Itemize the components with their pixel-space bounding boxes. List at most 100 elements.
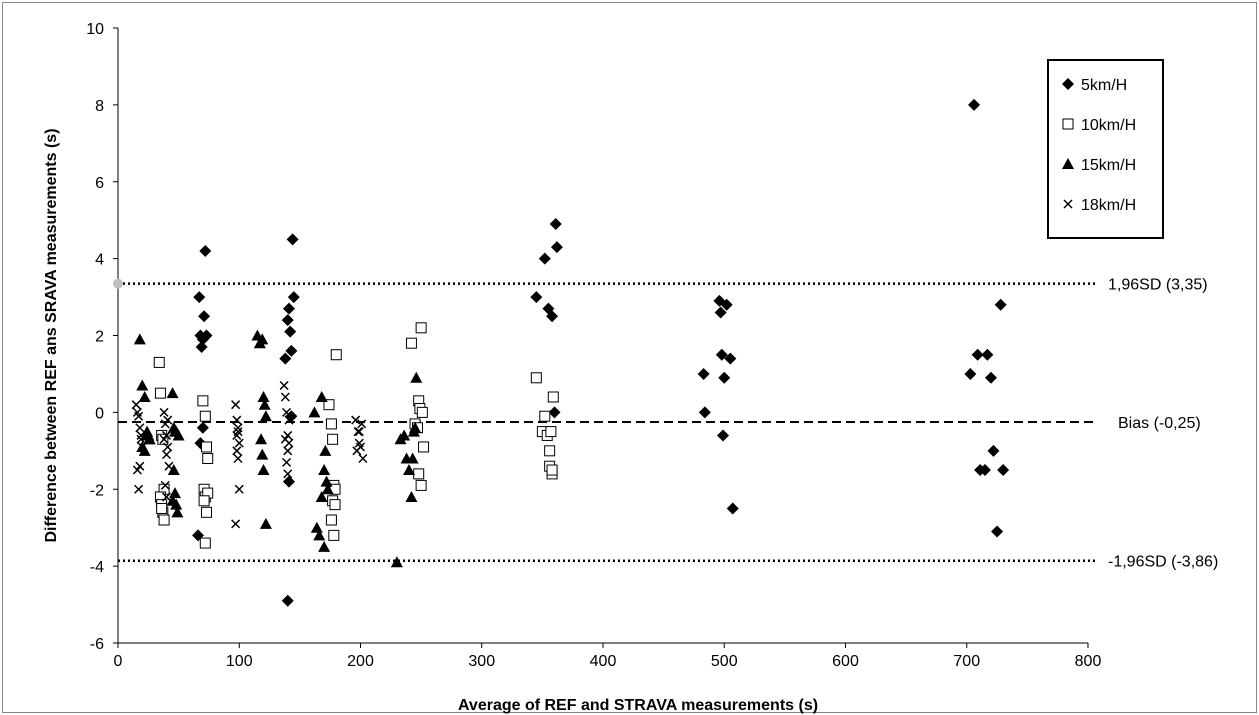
data-point xyxy=(285,344,298,357)
data-point xyxy=(282,407,292,417)
data-point xyxy=(279,352,292,365)
data-point xyxy=(715,348,728,361)
data-point xyxy=(530,291,543,304)
data-point xyxy=(138,391,151,402)
data-point xyxy=(329,499,341,511)
x-tick-label: 0 xyxy=(114,653,123,670)
data-point xyxy=(161,450,172,460)
x-axis-title: Average of REF and STRAVA measurements (… xyxy=(458,697,818,714)
data-point xyxy=(284,415,294,425)
data-point xyxy=(284,325,297,338)
data-point xyxy=(398,429,411,441)
data-point xyxy=(353,427,363,437)
data-point xyxy=(232,430,242,440)
data-point xyxy=(168,487,181,499)
data-point xyxy=(539,410,551,422)
data-point xyxy=(318,464,331,476)
data-point xyxy=(201,506,213,518)
data-point xyxy=(258,398,271,410)
data-point xyxy=(280,392,290,402)
data-point xyxy=(717,429,730,442)
data-point xyxy=(171,506,184,518)
data-point xyxy=(410,371,423,383)
data-point xyxy=(286,233,299,246)
legend-marker xyxy=(1062,78,1074,90)
data-point xyxy=(202,453,214,464)
data-point xyxy=(160,480,170,490)
data-point xyxy=(234,438,244,448)
data-point xyxy=(549,218,562,231)
data-point xyxy=(981,348,994,361)
x-tick-label: 200 xyxy=(347,653,374,670)
data-point xyxy=(199,244,212,257)
x-tick-label: 300 xyxy=(468,653,495,670)
y-tick-label: 2 xyxy=(95,329,104,346)
data-point xyxy=(168,425,181,437)
data-point xyxy=(321,483,334,495)
data-point xyxy=(546,310,559,323)
data-point xyxy=(985,371,997,384)
y-tick-label: -4 xyxy=(90,559,104,576)
data-point xyxy=(200,329,213,342)
data-point xyxy=(323,399,335,411)
data-point xyxy=(159,434,169,444)
data-point xyxy=(131,400,141,410)
data-point xyxy=(530,372,542,384)
data-point xyxy=(287,291,300,304)
data-point xyxy=(968,98,981,111)
data-point xyxy=(256,448,269,460)
data-point xyxy=(143,433,156,445)
data-point xyxy=(196,421,209,434)
upper-limit-marker xyxy=(113,278,123,289)
x-tick-label: 700 xyxy=(953,653,980,670)
data-point xyxy=(166,387,179,399)
data-point xyxy=(724,352,737,365)
legend-marker xyxy=(1063,199,1073,209)
data-point xyxy=(283,446,293,456)
data-point xyxy=(199,410,211,422)
data-point xyxy=(328,529,340,541)
data-points xyxy=(131,98,1010,607)
data-point xyxy=(308,406,321,418)
legend-label: 15km/H xyxy=(1081,157,1136,174)
data-point xyxy=(154,387,166,399)
data-point xyxy=(726,502,739,515)
data-point xyxy=(256,333,269,345)
legend-box xyxy=(1047,59,1164,239)
data-point xyxy=(234,484,244,494)
data-point xyxy=(281,594,294,607)
data-point xyxy=(550,241,563,254)
data-point xyxy=(406,452,419,464)
data-point xyxy=(548,406,561,419)
y-tick-label: 10 xyxy=(86,21,104,38)
y-tick-label: 4 xyxy=(95,252,104,269)
y-tick-label: 8 xyxy=(95,98,104,115)
data-point xyxy=(538,252,551,265)
data-point xyxy=(358,453,368,464)
data-point xyxy=(232,446,242,456)
data-point xyxy=(167,464,180,476)
data-point xyxy=(232,415,242,425)
data-point xyxy=(136,379,149,391)
data-point xyxy=(136,430,146,440)
data-point xyxy=(153,356,165,368)
data-point xyxy=(259,517,272,529)
data-point xyxy=(320,475,333,487)
data-point xyxy=(198,495,210,507)
legend-label: 18km/H xyxy=(1081,197,1136,214)
data-point xyxy=(720,298,733,311)
legend-marker xyxy=(1062,158,1074,169)
data-point xyxy=(971,348,984,361)
reference-line-label: -1,96SD (-3,86) xyxy=(1108,554,1218,571)
data-point xyxy=(257,464,270,476)
data-point xyxy=(409,421,422,433)
data-point xyxy=(259,410,272,422)
data-point xyxy=(233,423,243,433)
data-point xyxy=(405,490,418,502)
data-point xyxy=(158,514,170,526)
data-point xyxy=(405,337,417,349)
data-point xyxy=(134,484,144,494)
data-point xyxy=(279,380,289,390)
series-3 xyxy=(131,380,368,529)
